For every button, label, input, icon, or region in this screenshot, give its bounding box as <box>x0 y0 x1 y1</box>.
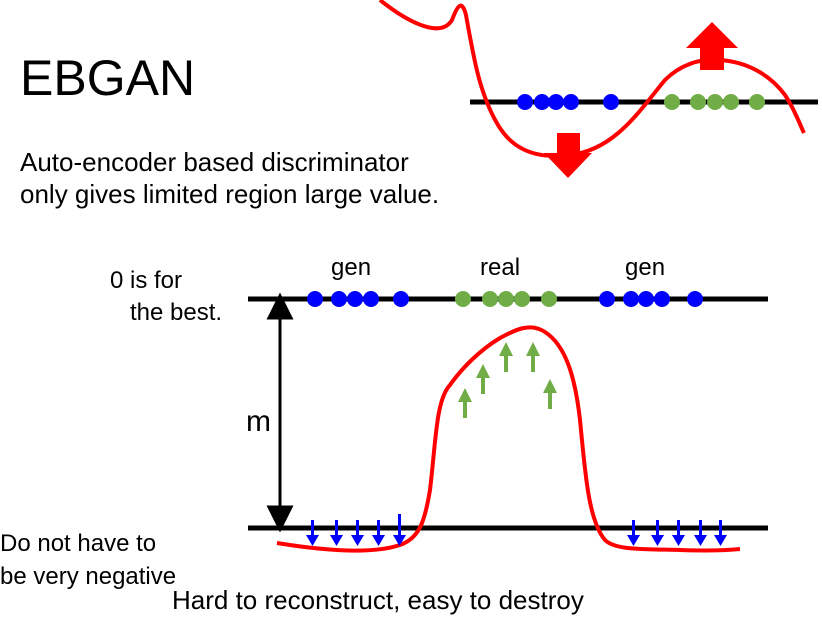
generated-point <box>687 291 703 307</box>
push-up-arrow <box>499 342 513 372</box>
generated-point <box>331 291 347 307</box>
push-up-arrow <box>543 379 557 409</box>
generated-point <box>517 94 533 110</box>
mini-illustration <box>378 0 818 178</box>
generated-point <box>599 291 615 307</box>
real-point <box>690 94 706 110</box>
push-down-arrow <box>351 520 364 546</box>
push-up-arrow <box>458 388 472 418</box>
page-title: EBGAN <box>20 50 196 106</box>
real-point <box>749 94 765 110</box>
top-label-line-2: the best. <box>130 299 223 326</box>
push-down-arrow <box>627 520 640 546</box>
push-up-arrow <box>526 342 540 372</box>
generated-point <box>534 94 550 110</box>
top-real-points <box>455 291 557 307</box>
margin-label: m <box>246 405 271 438</box>
big-up-arrow <box>686 22 738 70</box>
generated-point <box>393 291 409 307</box>
big-down-arrow <box>544 133 592 178</box>
real-point <box>455 291 471 307</box>
generated-point <box>623 291 639 307</box>
generated-point <box>638 291 654 307</box>
push-down-arrow <box>306 520 319 546</box>
top-generated-points-right <box>599 291 703 307</box>
real-point <box>482 291 498 307</box>
real-label: real <box>480 254 521 281</box>
push-down-arrows-left <box>306 514 406 546</box>
push-down-arrow <box>393 514 406 546</box>
generated-point <box>563 94 579 110</box>
real-point <box>498 291 514 307</box>
real-point <box>723 94 739 110</box>
generated-point <box>363 291 379 307</box>
top-label-line-1: 0 is for <box>110 267 183 294</box>
description-line-1: Auto-encoder based discriminator <box>20 147 409 177</box>
top-generated-points-left <box>307 291 409 307</box>
push-down-arrow <box>672 520 685 546</box>
gen-right-label: gen <box>625 254 666 281</box>
push-down-arrows-right <box>627 520 727 546</box>
description-line-2: only gives limited region large value. <box>20 179 440 209</box>
energy-curve <box>276 325 741 553</box>
push-down-arrow <box>372 520 385 546</box>
real-point <box>664 94 680 110</box>
push-down-arrow <box>651 520 664 546</box>
real-point <box>707 94 723 110</box>
gen-left-label: gen <box>331 254 372 281</box>
generated-point <box>347 291 363 307</box>
mini-real-points <box>664 94 765 110</box>
push-down-arrow <box>694 520 707 546</box>
generated-point <box>654 291 670 307</box>
generated-point <box>548 94 564 110</box>
generated-point <box>307 291 323 307</box>
push-up-arrow <box>476 364 490 394</box>
bottom-label-line-2: be very negative <box>0 563 177 590</box>
push-down-arrow <box>714 520 727 546</box>
real-point <box>514 291 530 307</box>
bottom-label-line-1: Do not have to <box>0 530 157 557</box>
generated-point <box>603 94 619 110</box>
push-down-arrow <box>330 520 343 546</box>
mini-curve <box>378 0 806 158</box>
real-point <box>541 291 557 307</box>
mini-generated-points <box>517 94 619 110</box>
push-up-arrows <box>458 342 557 418</box>
caption: Hard to reconstruct, easy to destroy <box>172 585 584 615</box>
